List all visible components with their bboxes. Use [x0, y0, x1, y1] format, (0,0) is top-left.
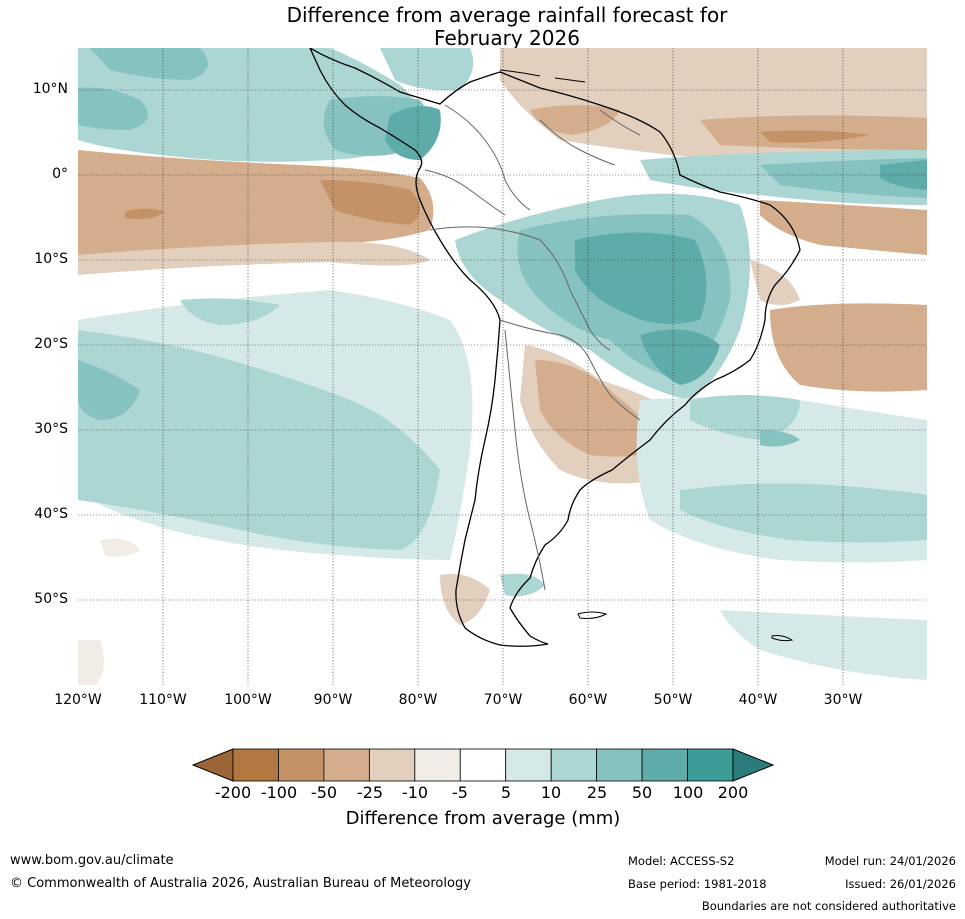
colorbar-tick: 10 [540, 783, 562, 802]
colorbar-arrow-left [191, 748, 234, 782]
colorbar-tick: 200 [717, 783, 749, 802]
coastline-south-america [309, 48, 801, 647]
colorbar-swatch [459, 748, 507, 782]
lon-label-80w: 80°W [398, 692, 438, 708]
lon-label-60w: 60°W [568, 692, 608, 708]
lat-label-10s: 10°S [34, 251, 68, 267]
dry-core-atlantic-strong [760, 130, 870, 143]
lat-label-20s: 20°S [34, 336, 68, 352]
colorbar-tick: -5 [452, 783, 468, 802]
map-title: Difference from average rainfall forecas… [0, 4, 965, 50]
lat-label-40s: 40°S [34, 506, 68, 522]
wet-southeast-pacific-core [78, 360, 140, 420]
colorbar-swatch [368, 748, 416, 782]
colorbar-swatch [278, 748, 325, 782]
dry-core-ecuador [320, 180, 420, 225]
dry-patch-west [100, 538, 140, 557]
colorbar [191, 748, 775, 782]
colorbar-tick: 25 [586, 783, 608, 802]
wet-south-atlantic-core [760, 430, 800, 447]
dry-patagonia [440, 574, 490, 625]
base-period-text: Base period: 1981-2018 [628, 877, 767, 891]
wet-brazil-south [640, 329, 720, 385]
dry-patch-southwest [78, 640, 104, 685]
wet-far-south-atlantic [720, 610, 927, 680]
wet-southeast-pacific-mid [78, 330, 440, 550]
dry-core-guianas [530, 105, 620, 135]
colorbar-swatch [414, 748, 461, 782]
colorbar-swatch [505, 748, 552, 782]
wet-south-atlantic-mid [680, 483, 927, 543]
lat-label-50s: 50°S [34, 591, 68, 607]
country-borders [424, 104, 641, 591]
copyright-text: © Commonwealth of Australia 2026, Austra… [10, 876, 471, 891]
colorbar-swatch [641, 748, 688, 782]
dry-band-south-atlantic [760, 200, 927, 255]
website-link[interactable]: www.bom.gov.au/climate [10, 853, 174, 868]
lon-label-110w: 110°W [139, 692, 187, 708]
wet-patch-caribbean [380, 48, 474, 91]
anomaly-field [78, 48, 927, 685]
lat-label-10n: 10°N [32, 81, 68, 97]
wet-core-nw [90, 48, 208, 80]
dry-core-pacific [125, 208, 165, 220]
lon-label-40w: 40°W [738, 692, 778, 708]
coastline-cuba-hispaniola [499, 69, 586, 83]
colorbar-swatch [687, 748, 734, 782]
wet-subtropical-pacific [180, 298, 280, 325]
colorbar-swatch [323, 748, 370, 782]
south-georgia [771, 635, 794, 642]
lat-label-0: 0° [52, 166, 68, 182]
colorbar-arrow-right [732, 748, 775, 782]
model-run-text: Model run: 24/01/2026 [824, 854, 956, 868]
graticule [78, 48, 927, 685]
wet-core-colombia [385, 106, 441, 160]
dry-argentina-core [535, 360, 660, 457]
colorbar-tick: 50 [631, 783, 653, 802]
dry-east-brazil-fringe [750, 260, 800, 305]
colorbar-swatch [232, 748, 279, 782]
dry-fringe-south [78, 241, 430, 275]
colorbar-tick: 100 [672, 783, 704, 802]
wet-amazon-core [575, 232, 707, 324]
dry-band-equatorial-pacific [78, 150, 434, 262]
wet-south-atlantic-north [690, 395, 800, 440]
lon-label-30w: 30°W [823, 692, 863, 708]
colorbar-tick: -200 [214, 783, 252, 802]
disclaimer-text: Boundaries are not considered authoritat… [701, 899, 956, 913]
colorbar-tick: -50 [310, 783, 338, 802]
colorbar-tick: -25 [356, 783, 384, 802]
model-text: Model: ACCESS-S2 [628, 854, 735, 868]
colorbar-swatch [550, 748, 598, 782]
falkland-islands [577, 611, 608, 619]
lon-label-90w: 90°W [313, 692, 353, 708]
issued-text: Issued: 26/01/2026 [845, 877, 956, 891]
lon-label-50w: 50°W [653, 692, 693, 708]
wet-core-north-pacific [78, 87, 148, 130]
lon-label-70w: 70°W [483, 692, 523, 708]
colorbar-title: Difference from average (mm) [345, 808, 621, 829]
title-line-2: February 2026 [434, 26, 580, 50]
colorbar-tick: -100 [260, 783, 298, 802]
colorbar-tick: -10 [401, 783, 429, 802]
colorbar-boxes [232, 748, 734, 782]
title-line-1: Difference from average rainfall forecas… [286, 3, 728, 27]
lat-label-30s: 30°S [34, 421, 68, 437]
colorbar-swatch [596, 748, 643, 782]
lon-label-100w: 100°W [224, 692, 272, 708]
lon-label-120w: 120°W [54, 692, 102, 708]
dry-east-brazil [770, 303, 927, 392]
colorbar-tick: 5 [500, 783, 512, 802]
